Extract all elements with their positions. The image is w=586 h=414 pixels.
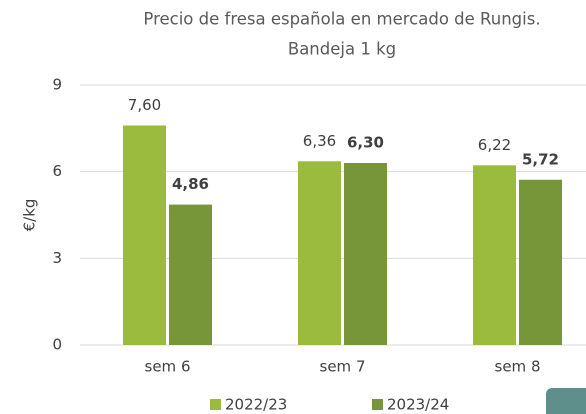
value-label: 4,86 xyxy=(172,175,209,193)
value-label: 6,22 xyxy=(478,136,511,154)
bar xyxy=(169,204,212,345)
y-tick-label: 0 xyxy=(52,336,62,354)
y-tick-label: 6 xyxy=(52,162,62,180)
bar xyxy=(123,125,166,345)
x-tick-label: sem 8 xyxy=(495,358,541,376)
legend-swatch xyxy=(210,399,221,410)
value-label: 7,60 xyxy=(128,96,161,114)
y-tick-label: 9 xyxy=(52,76,62,94)
x-tick-label: sem 7 xyxy=(320,358,366,376)
bar xyxy=(344,163,387,345)
bar xyxy=(473,165,516,345)
legend-label: 2023/24 xyxy=(387,396,449,414)
y-axis-label: €/kg xyxy=(21,199,39,232)
legend-swatch xyxy=(372,399,383,410)
bar xyxy=(519,179,562,345)
y-tick-label: 3 xyxy=(52,249,62,267)
x-tick-label: sem 6 xyxy=(145,358,191,376)
legend-label: 2022/23 xyxy=(225,396,287,414)
corner-badge xyxy=(546,388,586,414)
chart-title: Precio de fresa española en mercado de R… xyxy=(143,10,540,29)
value-label: 5,72 xyxy=(522,150,559,168)
value-label: 6,30 xyxy=(347,134,384,152)
chart-subtitle: Bandeja 1 kg xyxy=(288,40,396,59)
value-label: 6,36 xyxy=(303,132,336,150)
bar xyxy=(298,161,341,345)
